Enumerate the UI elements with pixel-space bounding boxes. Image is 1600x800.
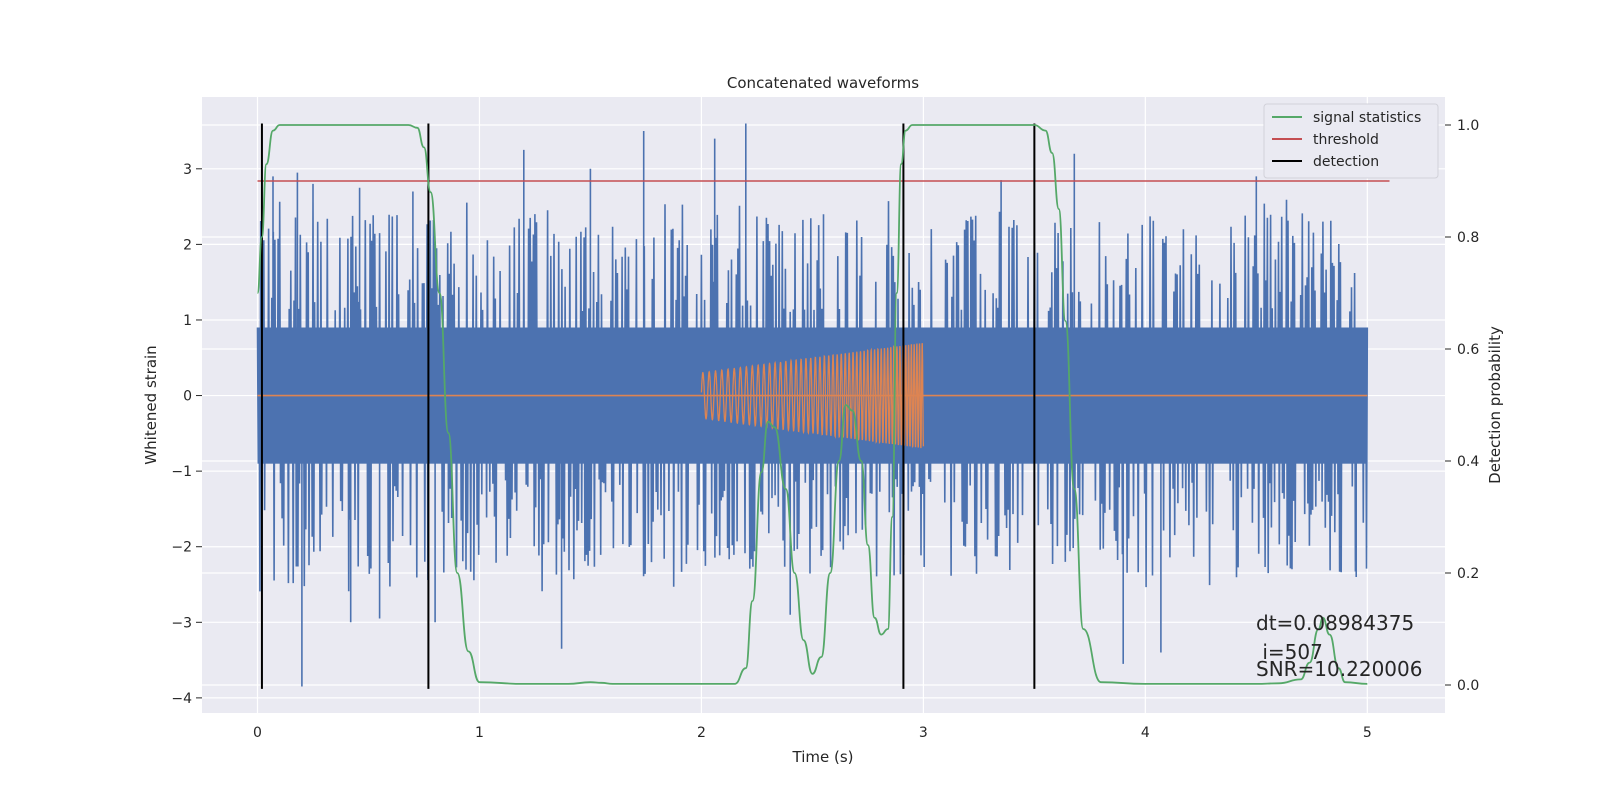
y2-tick-label: 0.0	[1457, 678, 1479, 694]
annotation-snr: SNR=10.220006	[1256, 657, 1422, 681]
y-tick-label: −4	[171, 691, 192, 707]
x-tick-label: 5	[1363, 725, 1372, 741]
signal-statistics-line	[256, 124, 1368, 685]
x-tick-label: 2	[697, 725, 706, 741]
y2-tick-label: 0.2	[1457, 566, 1479, 582]
signal-statistics-series	[256, 124, 1368, 685]
noise-line	[256, 123, 1369, 687]
y2-tick-label: 0.8	[1457, 230, 1479, 246]
y2-axis-label: Detection probability	[1486, 326, 1504, 484]
detection-series	[260, 123, 1036, 689]
legend-label-threshold: threshold	[1313, 132, 1379, 148]
y2-tick-label: 1.0	[1457, 118, 1479, 134]
legend-box	[1263, 103, 1439, 179]
y-tick-label: 3	[183, 162, 192, 178]
chart-title: Concatenated waveforms	[727, 74, 919, 92]
x-tick-label: 4	[1141, 725, 1150, 741]
x-tick-label: 1	[475, 725, 484, 741]
y-tick-label: 1	[183, 313, 192, 329]
x-tick-label: 3	[919, 725, 928, 741]
y-tick-label: 2	[183, 237, 192, 253]
chirp-series	[257, 343, 1368, 449]
x-tick-label: 0	[253, 725, 262, 741]
chirp-line	[700, 343, 925, 449]
legend-label-detection: detection	[1313, 154, 1379, 170]
axes: 0 1 2 3 4 5 3 2 1 0 −1 −2 −3 −4 1.0 0.8 0.6 0.4 0.2 0.0	[171, 118, 1479, 741]
y2-tick-label: 0.6	[1457, 342, 1479, 358]
y-tick-label: 0	[183, 389, 192, 405]
y-axis-label: Whitened strain	[142, 345, 160, 464]
y-tick-label: −2	[171, 540, 192, 556]
y-tick-label: −3	[171, 615, 192, 631]
x-axis-label: Time (s)	[792, 748, 854, 766]
annotation-dt: dt=0.08984375	[1256, 611, 1414, 635]
annotation-i: i=507	[1256, 640, 1323, 664]
legend: signal statistics threshold detection	[1263, 103, 1439, 179]
y2-tick-label: 0.4	[1457, 454, 1479, 470]
y-tick-label: −1	[171, 464, 192, 480]
legend-label-signal-statistics: signal statistics	[1313, 110, 1421, 126]
